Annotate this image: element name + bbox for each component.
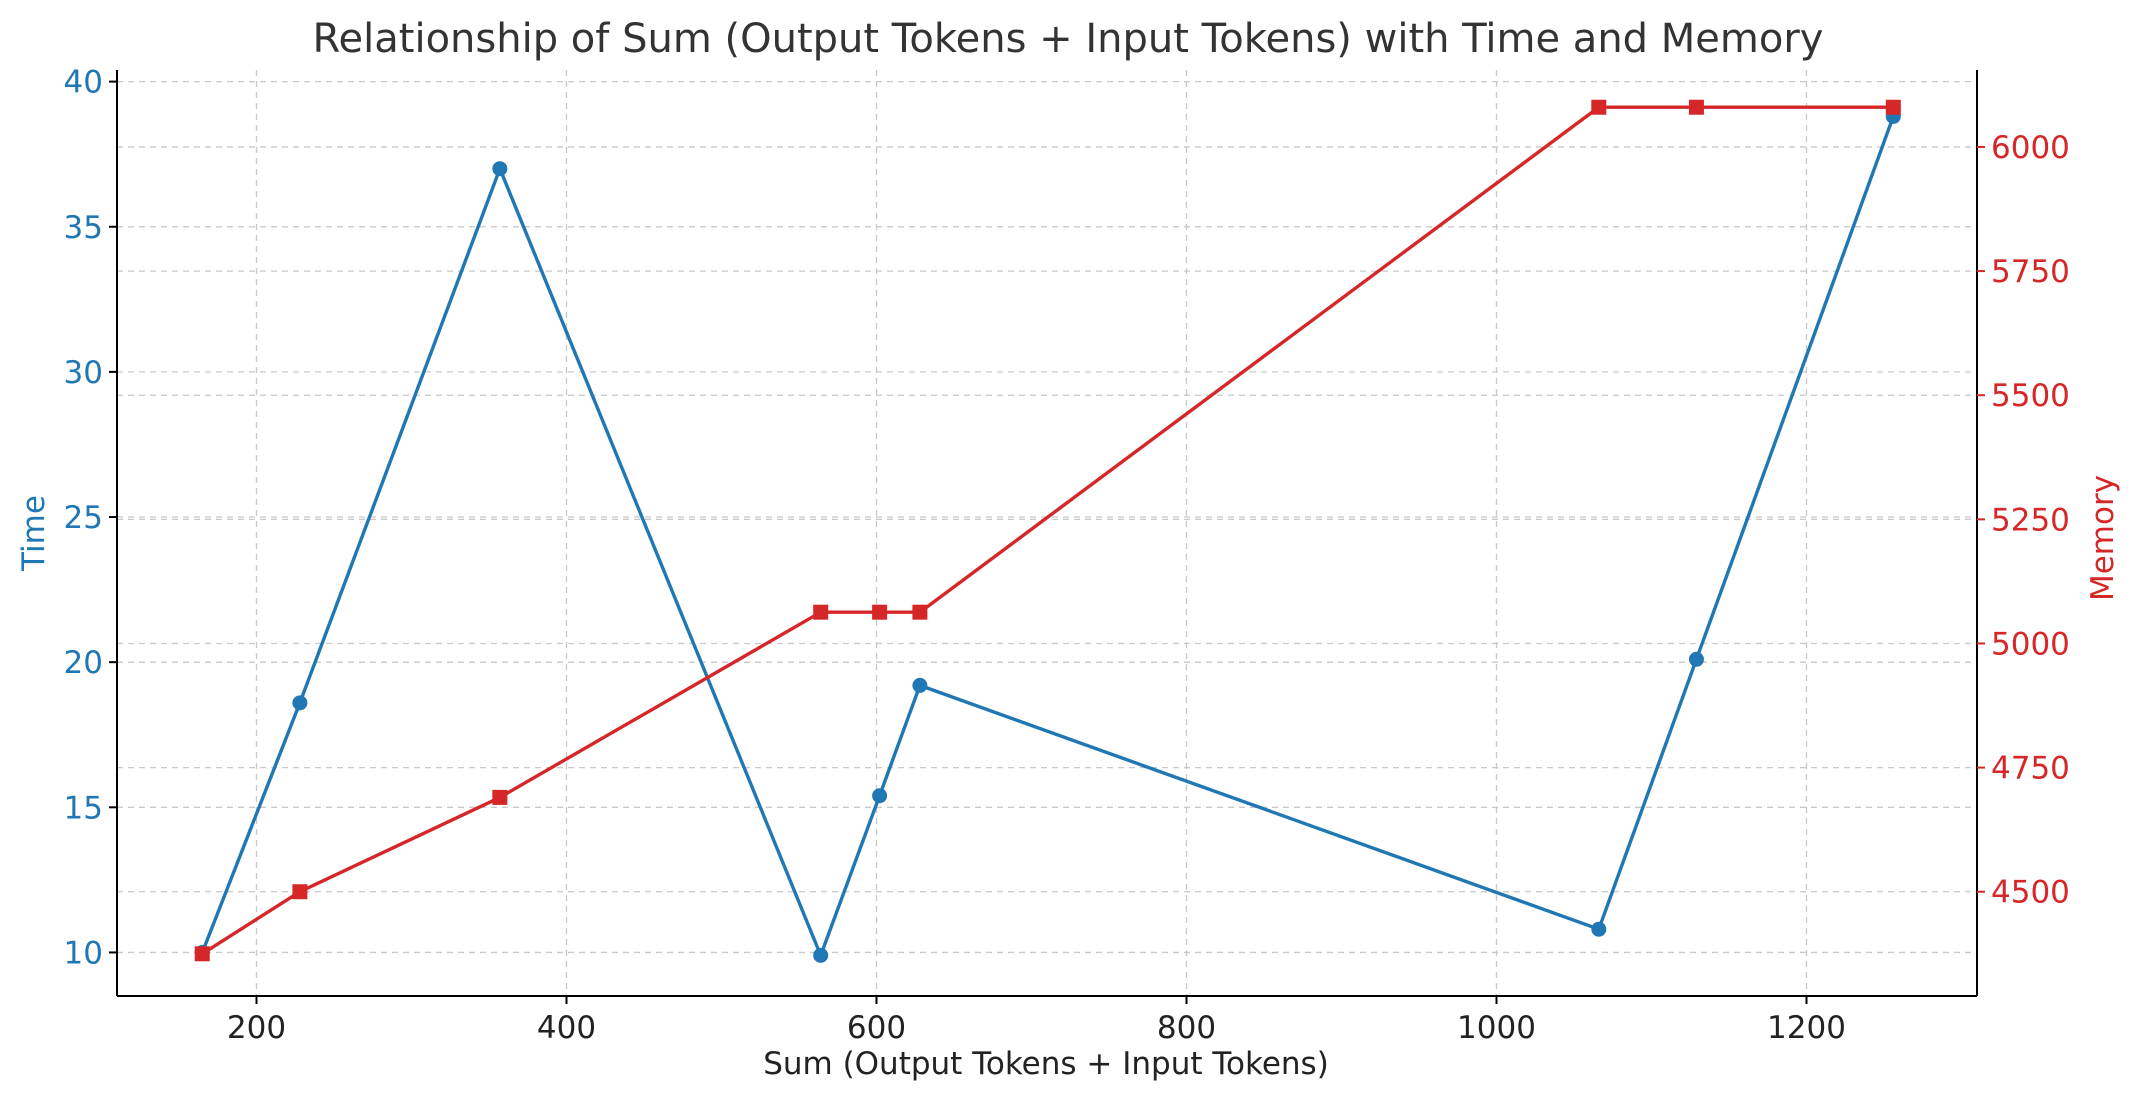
time-point [292,695,308,711]
y-right-tick-label: 5750 [1991,254,2070,290]
y-axis-left-title: Time [16,495,52,572]
x-tick-label: 600 [847,1010,906,1046]
memory-line [201,105,1894,956]
memory-point [194,946,210,962]
y-left-tick-label: 20 [64,645,103,681]
time-point [872,788,888,804]
axes [109,70,1985,1004]
time-line [200,115,1895,958]
y-left-tick-label: 35 [64,210,103,246]
memory-point [872,604,888,620]
y-axis-right-title: Memory [2085,475,2121,601]
memory-point [813,604,829,620]
y-left-tick-label: 40 [64,65,103,101]
time-point [912,677,928,693]
time-point [492,161,508,177]
memory-point [492,789,508,805]
memory-point [912,604,928,620]
y-right-tick-label: 6000 [1991,130,2070,166]
memory-point [1591,99,1607,115]
series-layer [194,99,1901,963]
y-right-tick-label: 5500 [1991,378,2070,414]
memory-series [194,99,1901,962]
y-right-tick-label: 5250 [1991,502,2070,538]
y-left-tick-label: 10 [64,935,103,971]
x-tick-label: 200 [227,1010,286,1046]
y-left-tick-label: 25 [64,500,103,536]
time-point [813,947,829,963]
x-tick-label: 1200 [1767,1010,1846,1046]
memory-point [1688,99,1704,115]
y-right-tick-label: 4500 [1991,875,2070,911]
x-tick-label: 800 [1157,1010,1216,1046]
chart-title: Relationship of Sum (Output Tokens + Inp… [313,16,1824,62]
grid [117,70,1977,996]
memory-point [1885,99,1901,115]
time-point [1591,921,1607,937]
time-point [1688,651,1704,667]
y-left-tick-label: 15 [64,790,103,826]
time-series [194,108,1901,963]
memory-point [292,884,308,900]
y-right-tick-label: 5000 [1991,626,2070,662]
x-tick-label: 400 [537,1010,596,1046]
y-left-tick-label: 30 [64,355,103,391]
x-axis-title: Sum (Output Tokens + Input Tokens) [763,1046,1329,1082]
y-right-tick-label: 4750 [1991,751,2070,787]
x-tick-label: 1000 [1457,1010,1536,1046]
tick-labels: 200 400 600 800 1000 1200 10 15 20 25 30 35 40 4500 47… [64,65,2070,1046]
